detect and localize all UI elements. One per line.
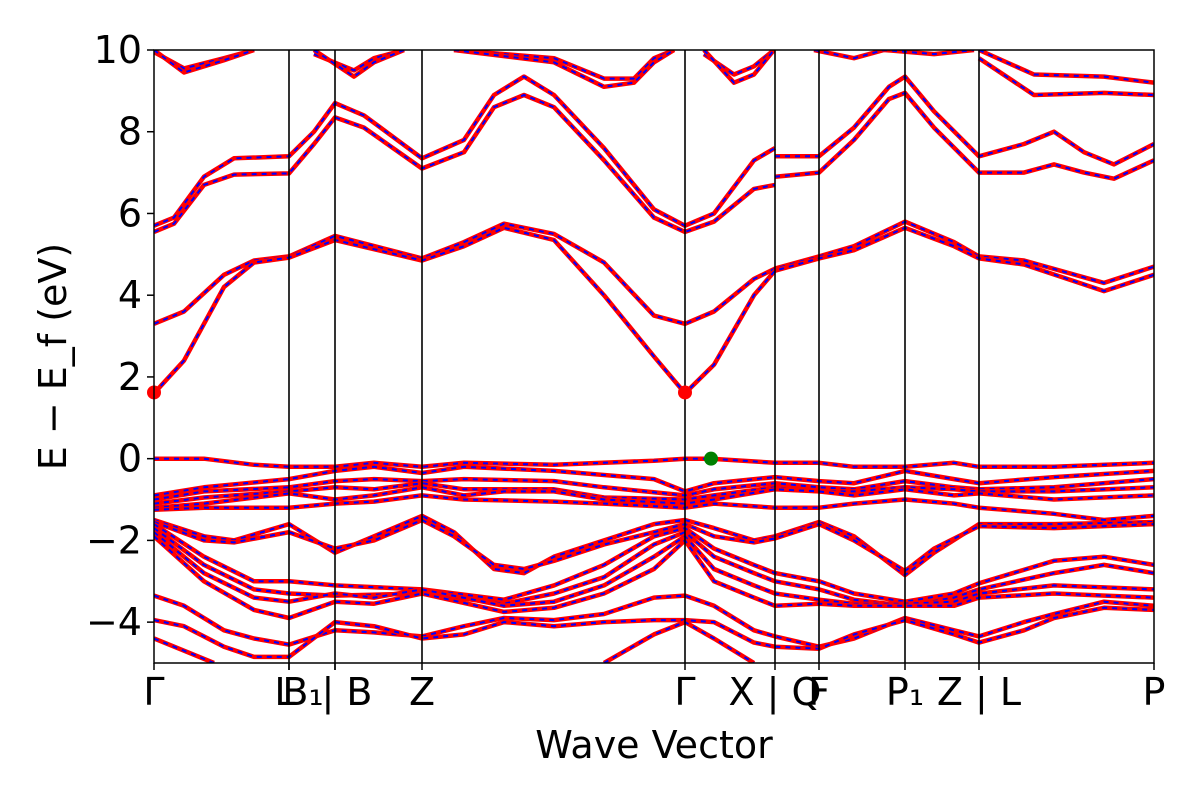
x-tick-label: P₁ [886, 670, 924, 714]
band-line-dashed [154, 457, 1154, 468]
y-tick-label: 6 [118, 191, 142, 235]
y-tick-label: 8 [118, 110, 142, 154]
x-tick-label: P [1143, 670, 1166, 714]
band-line-dashed [154, 220, 1154, 325]
band-line-dashed [703, 50, 775, 76]
band-line-dashed [603, 620, 755, 663]
bands-layer [154, 50, 1154, 663]
high-symmetry-lines [288, 50, 980, 663]
y-tick-label: 10 [94, 28, 142, 72]
x-tick-label: Z [409, 670, 435, 714]
band-line-dashed [978, 57, 1154, 97]
plot-frame [153, 49, 1155, 664]
band-line [602, 619, 756, 663]
band-line [154, 92, 776, 235]
y-tick-label: 0 [118, 437, 142, 481]
band-line-dashed [154, 531, 1154, 607]
x-tick-label: F [808, 670, 830, 714]
x-tick-label: Γ [674, 670, 695, 714]
y-tick-label: 4 [118, 273, 142, 317]
band-line [774, 90, 1154, 181]
band-line-dashed [978, 50, 1154, 84]
band-line-dashed [154, 523, 1154, 603]
band-line [154, 219, 1154, 327]
x-axis-ticks: Γ LB₁| B Z Γ X | QF P₁ Z | L P [143, 663, 1165, 715]
band-line [154, 225, 1154, 396]
band-line-dashed [453, 50, 675, 88]
band-line-dashed [154, 518, 1154, 573]
band-line [775, 74, 1154, 167]
markers-layer [147, 385, 718, 466]
band-line-dashed [154, 535, 1154, 620]
band-line-dashed [154, 494, 1154, 522]
band-line-dashed [453, 50, 675, 80]
y-tick-label: 2 [118, 355, 142, 399]
band-line-dashed [154, 527, 1154, 607]
band-edge-marker [704, 451, 718, 466]
y-tick-label: −4 [86, 600, 142, 644]
band-line [702, 50, 776, 85]
x-tick-label: L [274, 670, 295, 714]
x-tick-label: X | Q [729, 670, 822, 715]
x-tick-label: | B [322, 670, 373, 715]
y-axis-ticks: −4 −2 0 2 4 6 8 10 [86, 28, 154, 644]
x-tick-label: B₁ [282, 670, 323, 714]
band-line-dashed [313, 50, 405, 78]
band-line-dashed [154, 594, 1154, 648]
band-line-dashed [154, 93, 776, 233]
y-tick-label: −2 [86, 518, 142, 562]
band-line [154, 50, 255, 75]
band-edge-marker [678, 385, 692, 400]
band-line-dashed [775, 75, 1154, 166]
band-line-dashed [703, 50, 775, 84]
x-axis-label: Wave Vector [535, 723, 773, 767]
y-axis-label: E − E_f (eV) [31, 243, 75, 471]
x-tick-label: Γ [143, 670, 164, 714]
band-line-dashed [154, 606, 1154, 658]
band-line-dashed [154, 514, 1154, 577]
band-line [813, 50, 975, 61]
band-line-dashed [774, 91, 1154, 180]
band-line-dashed [154, 486, 1154, 509]
x-tick-label: Z | L [937, 670, 1021, 715]
band-line-dashed [154, 637, 215, 663]
